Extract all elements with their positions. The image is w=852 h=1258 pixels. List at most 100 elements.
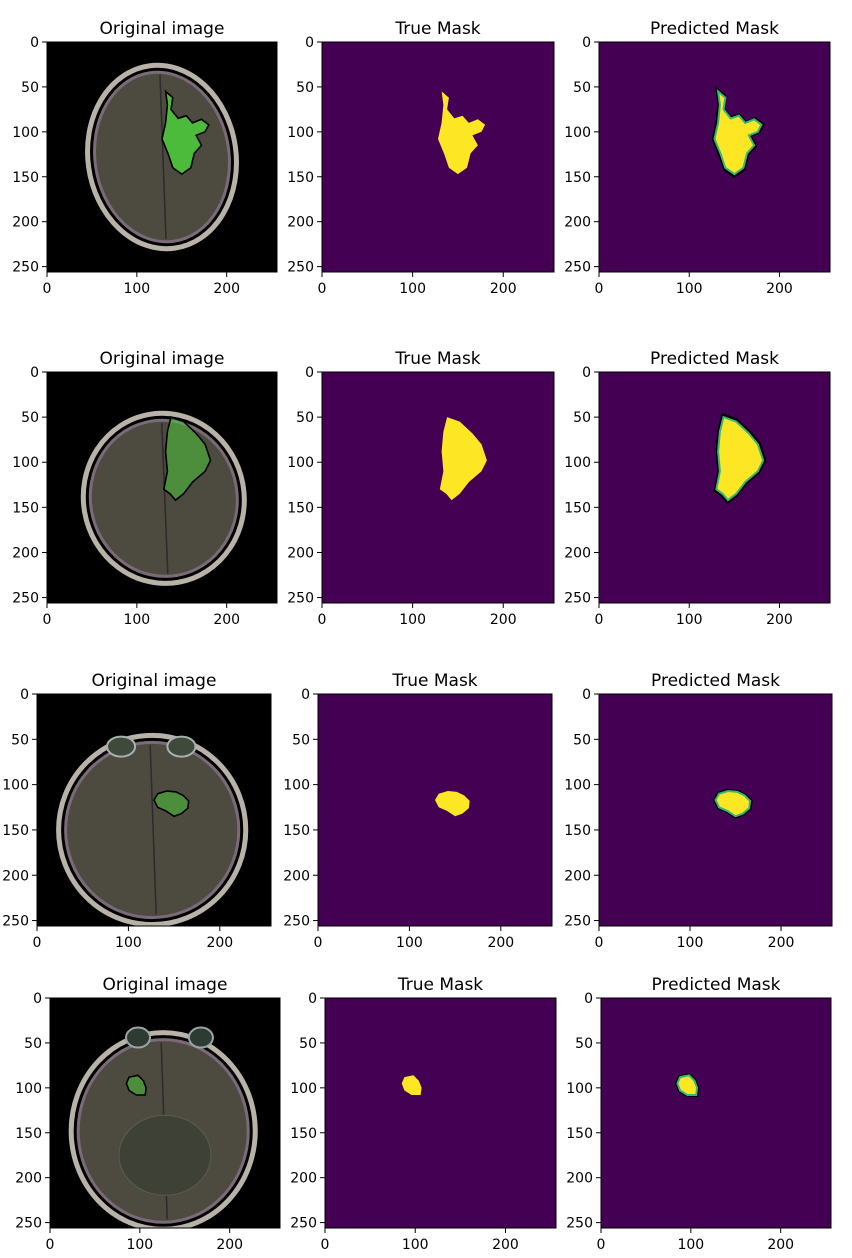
x-tick-label: 200	[206, 935, 233, 951]
tumor-overlay	[162, 416, 212, 502]
y-tick-label: 250	[283, 914, 310, 930]
y-tick-label: 0	[33, 991, 42, 1007]
true-tumor	[435, 791, 470, 817]
x-tick-label: 200	[766, 612, 793, 628]
x-tick-label: 200	[487, 935, 514, 951]
y-tick-label: 200	[287, 545, 314, 561]
x-tick-label: 100	[402, 1237, 429, 1253]
axes-frame	[49, 997, 281, 1229]
y-tick-label: 200	[564, 215, 591, 231]
y-tick-label: 50	[11, 732, 29, 748]
midline	[159, 74, 167, 240]
x-tick-label: 0	[595, 935, 604, 951]
y-tick-label: 0	[582, 35, 591, 51]
y-tick-label: 200	[566, 1171, 593, 1187]
x-tick-label: 0	[314, 935, 323, 951]
y-tick-label: 250	[15, 1216, 42, 1232]
x-tick-label: 0	[595, 281, 604, 297]
y-tick-label: 150	[564, 823, 591, 839]
x-tick-label: 100	[399, 612, 426, 628]
y-tick-label: 150	[564, 500, 591, 516]
y-tick-label: 0	[582, 365, 591, 381]
y-tick-label: 50	[299, 1036, 317, 1052]
x-tick-label: 200	[768, 935, 795, 951]
y-tick-label: 250	[564, 914, 591, 930]
x-tick-label: 200	[213, 281, 240, 297]
orbit	[187, 1026, 214, 1049]
x-tick-label: 200	[216, 1237, 243, 1253]
mask-background	[318, 694, 552, 926]
predicted-tumor	[676, 1074, 699, 1096]
axes-frame	[324, 997, 557, 1229]
skull-outline	[56, 732, 249, 926]
y-tick-label: 50	[573, 732, 591, 748]
mask-background	[599, 694, 832, 926]
orbit	[125, 1026, 152, 1049]
y-tick-label: 200	[564, 545, 591, 561]
y-tick-label: 150	[12, 500, 39, 516]
y-tick-label: 100	[283, 778, 310, 794]
panel-title: Predicted Mask	[651, 671, 780, 691]
panel-title: Predicted Mask	[650, 349, 779, 369]
panel-title: True Mask	[394, 19, 480, 39]
y-tick-label: 200	[12, 545, 39, 561]
panel-title: Original image	[100, 19, 225, 39]
mask-background	[601, 998, 831, 1228]
y-tick-label: 0	[305, 35, 314, 51]
y-tick-label: 100	[287, 455, 314, 471]
y-tick-label: 200	[290, 1171, 317, 1187]
y-tick-label: 250	[564, 591, 591, 607]
y-tick-label: 50	[292, 732, 310, 748]
mask-background	[599, 42, 830, 272]
y-tick-label: 150	[566, 1126, 593, 1142]
y-tick-label: 50	[573, 410, 591, 426]
scan-image	[50, 998, 280, 1228]
y-tick-label: 0	[308, 991, 317, 1007]
axes-frame	[598, 371, 831, 604]
y-tick-label: 50	[24, 1036, 42, 1052]
y-tick-label: 200	[564, 868, 591, 884]
brain-tissue	[64, 740, 241, 920]
panel-title: True Mask	[391, 671, 477, 691]
x-tick-label: 0	[46, 1237, 55, 1253]
orbit	[106, 735, 137, 758]
y-tick-label: 150	[15, 1126, 42, 1142]
skull-outline	[80, 410, 247, 586]
scan-image	[47, 372, 277, 603]
panel-title: Original image	[92, 671, 217, 691]
y-tick-label: 100	[287, 125, 314, 141]
true-tumor	[438, 91, 486, 175]
y-tick-label: 100	[2, 778, 29, 794]
y-tick-label: 50	[575, 1036, 593, 1052]
mask-background	[322, 42, 554, 272]
y-tick-label: 100	[12, 455, 39, 471]
midline	[161, 423, 169, 574]
axes-frame	[321, 371, 555, 604]
mask-background	[325, 998, 556, 1228]
scan-image	[47, 42, 277, 272]
skull-outline	[68, 1030, 258, 1228]
x-tick-label: 200	[766, 281, 793, 297]
y-tick-label: 100	[564, 778, 591, 794]
x-tick-label: 200	[490, 281, 517, 297]
y-tick-label: 0	[584, 991, 593, 1007]
x-tick-label: 200	[213, 612, 240, 628]
x-tick-label: 100	[677, 1237, 704, 1253]
x-tick-label: 200	[490, 612, 517, 628]
y-tick-label: 50	[296, 410, 314, 426]
y-tick-label: 0	[20, 687, 29, 703]
panel-title: Original image	[100, 349, 225, 369]
x-tick-label: 0	[318, 281, 327, 297]
true-tumor	[401, 1075, 422, 1095]
predicted-tumor	[715, 415, 765, 502]
tumor-overlay	[153, 790, 190, 818]
